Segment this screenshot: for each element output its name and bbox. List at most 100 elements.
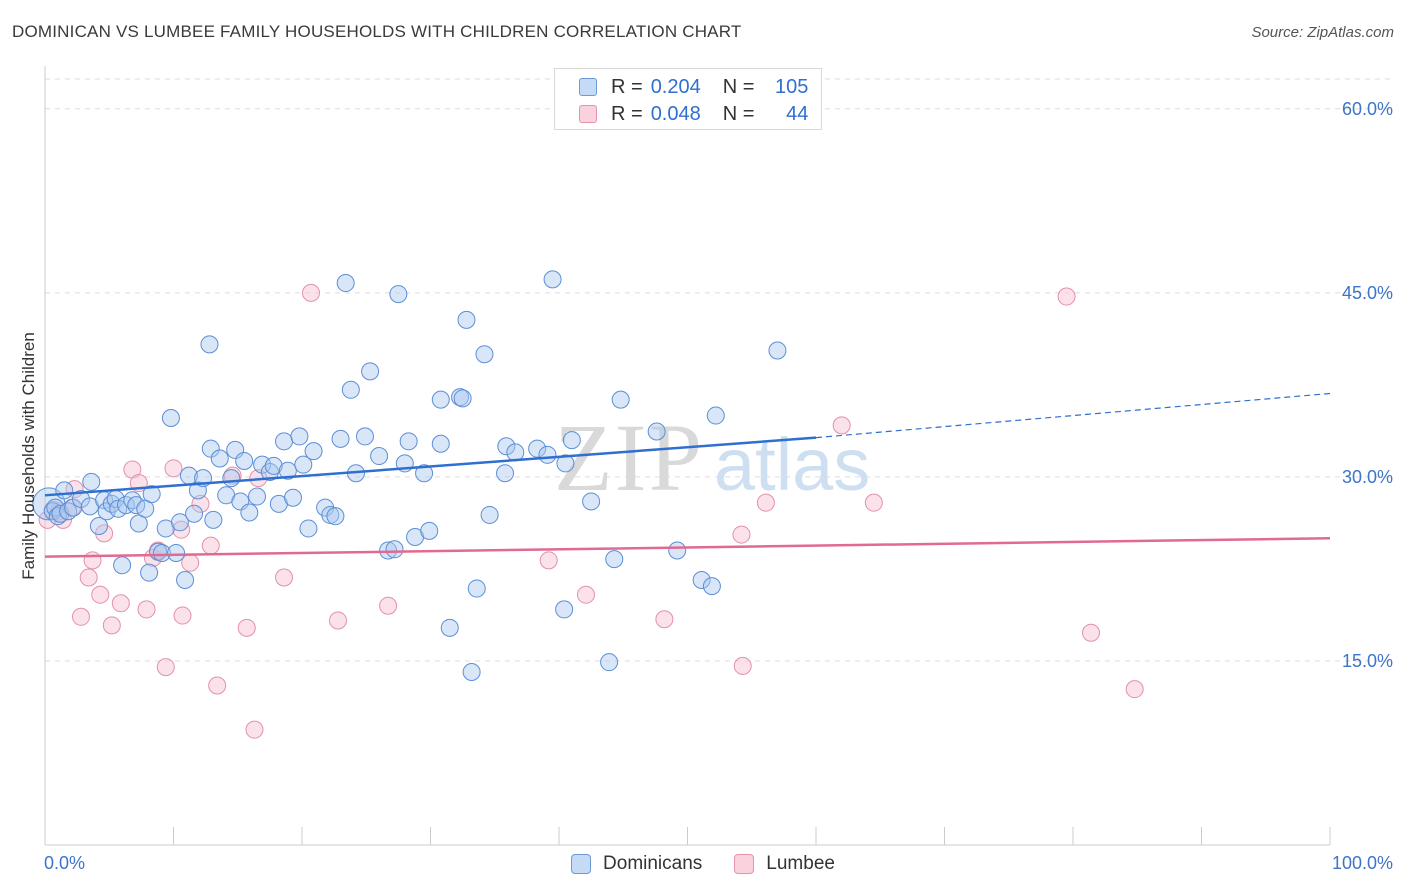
dominicans-point (692, 570, 711, 589)
dominicans-point (264, 456, 283, 475)
r-value: 0.204 (650, 75, 701, 98)
y-tick-label: 60.0% (1342, 99, 1393, 119)
dominicans-point (497, 437, 516, 456)
lumbee-point (208, 676, 227, 695)
lumbee-point (71, 607, 90, 626)
dominicans-point (399, 432, 418, 451)
tick-labels: 15.0% 30.0% 45.0% 60.0% 0.0% 100.0% Family Hou… (19, 99, 1393, 873)
lumbee-point (379, 596, 398, 615)
dominicans-point (48, 507, 67, 526)
dominicans-point (284, 488, 303, 507)
dominicans-point (440, 618, 459, 637)
dominicans-point (467, 579, 486, 598)
lumbee-swatch (579, 105, 597, 123)
r-label: R = (611, 75, 643, 98)
dominicans-point (361, 362, 380, 381)
dominicans-point (248, 487, 267, 506)
lumbee-point (181, 553, 200, 572)
dominicans-point (385, 540, 404, 559)
dominicans-trend-line (44, 436, 817, 497)
dominicans-point (611, 390, 630, 409)
lumbee-point (111, 594, 130, 613)
series-legend: Dominicans Lumbee (0, 851, 1406, 877)
lumbee-point (164, 459, 183, 478)
trend-lines (44, 392, 1331, 558)
lumbee-point (756, 493, 775, 512)
dominicans-point (204, 510, 223, 529)
legend-label: Lumbee (766, 853, 835, 874)
dominicans-point (210, 449, 229, 468)
watermark-zip: ZIP (554, 404, 704, 511)
dominicans-point (480, 505, 499, 524)
dominicans-point (89, 516, 108, 535)
dominicans-point (702, 577, 721, 596)
chart-title: DOMINICAN VS LUMBEE FAMILY HOUSEHOLDS WI… (12, 22, 742, 41)
lumbee-point (539, 551, 558, 570)
lumbee-point (137, 600, 156, 619)
lumbee-point (864, 493, 883, 512)
dominicans-point (201, 439, 220, 458)
dominicans-point (71, 489, 90, 508)
dominicans-point (370, 447, 389, 466)
dominicans-point (768, 341, 787, 360)
dominicans-point (562, 431, 581, 450)
dominicans-point (389, 285, 408, 304)
stats-legend: R = 0.204 N = 105 R = 0.048 N = 44 (554, 68, 822, 130)
legend-item-lumbee[interactable]: Lumbee (734, 853, 835, 875)
dominicans-point (235, 451, 254, 470)
dominicans-point (341, 380, 360, 399)
dominicans-point (142, 485, 161, 504)
dominicans-point (253, 455, 272, 474)
lumbee-point (832, 416, 851, 435)
dominicans-point (336, 274, 355, 293)
legend-item-dominicans[interactable]: Dominicans (571, 853, 702, 875)
dominicans-point (556, 454, 575, 473)
dominicans-point (668, 541, 687, 560)
dominicans-point (420, 521, 439, 540)
lumbee-point (172, 520, 191, 539)
y-axis-label: Family Households with Children (19, 332, 38, 580)
lumbee-point (156, 658, 175, 677)
legend-label: Dominicans (603, 853, 703, 874)
stats-row-dominicans: R = 0.204 N = 105 (579, 75, 808, 99)
lumbee-point (1081, 623, 1100, 642)
n-label: N = (722, 102, 755, 125)
lumbee-point (1125, 680, 1144, 699)
dominicans-point (496, 464, 515, 483)
lumbee-point (201, 536, 220, 555)
dominicans-point (431, 434, 450, 453)
watermark: ZIP atlas (554, 404, 870, 511)
lumbee-point (191, 494, 210, 513)
dominicans-point (528, 439, 547, 458)
dominicans-point (706, 406, 725, 425)
watermark-atlas: atlas (714, 423, 870, 506)
dominicans-point (240, 503, 259, 522)
x-tick-label: 0.0% (44, 853, 85, 873)
dominicans-point (326, 507, 345, 526)
dominicans-point (331, 429, 350, 448)
x-tick-label: 100.0% (1332, 853, 1393, 873)
axes (44, 66, 1331, 846)
dominicans-point (113, 556, 132, 575)
dominicans-point (290, 427, 309, 446)
r-label: R = (611, 102, 643, 125)
dominicans-point (462, 662, 481, 681)
lumbee-point (733, 656, 752, 675)
dominicans-point (415, 464, 434, 483)
lumbee-point (655, 610, 674, 629)
lumbee-point (328, 611, 347, 630)
dominicans-point (538, 445, 557, 464)
dominicans-swatch (571, 854, 592, 874)
dominicans-point (167, 543, 186, 562)
r-value: 0.048 (650, 102, 701, 125)
dominicans-point (170, 513, 189, 532)
lumbee-swatch (734, 854, 755, 874)
lumbee-point (576, 585, 595, 604)
dominicans-point (475, 345, 494, 364)
lumbee-point (102, 616, 121, 635)
n-value: 44 (786, 102, 809, 125)
lumbee-point (83, 551, 102, 570)
lumbee-trend-line (44, 537, 1331, 558)
dominicans-point (647, 422, 666, 441)
y-tick-label: 30.0% (1342, 467, 1393, 487)
